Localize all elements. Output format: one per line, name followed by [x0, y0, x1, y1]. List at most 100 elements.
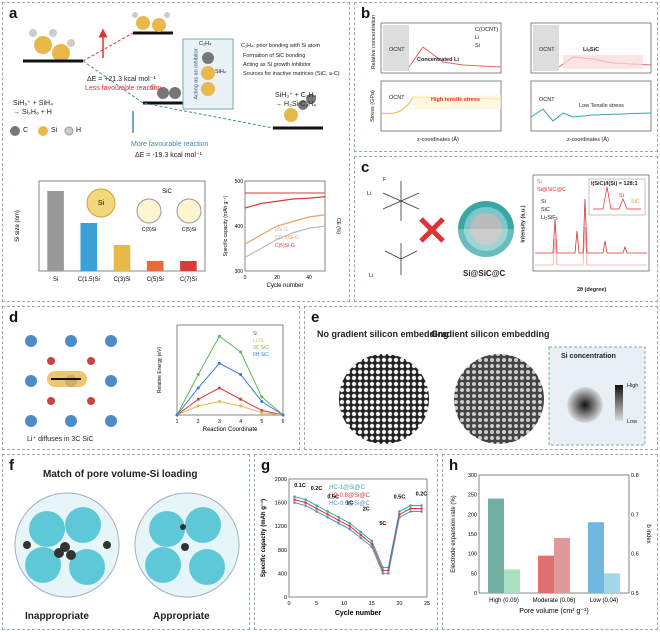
molecule-sih4-icon — [23, 29, 83, 63]
a-product-si2h6: → Si₂H₆ + H — [13, 109, 52, 116]
g-ytick-3: 1200 — [275, 524, 287, 530]
g-legend-2: HC-0.6@Si@C — [329, 501, 371, 507]
legend-c-icon — [10, 126, 20, 136]
a-cycle-ytick-1: 400 — [235, 224, 244, 230]
a-cycle-xtick-2: 20 — [274, 275, 280, 281]
g-rate-1: 0.2C — [311, 486, 323, 492]
a-cycle-frame — [244, 180, 326, 272]
a-bar-tick-2: C(3)Si — [113, 277, 130, 283]
b-left-ocnt-2: OCNT — [389, 95, 405, 101]
h-xtick-2: Low (0.04) — [590, 598, 618, 604]
panel-c-label: c — [361, 159, 370, 176]
g-point-0-4 — [337, 516, 340, 519]
g-ytick-0: 0 — [284, 595, 287, 601]
g-rate-chart: HC-1@Si@C HC-0.8@Si@C HC-0.6@Si@C 0.1C 0.2C 0… — [260, 477, 430, 617]
a-cycle-legend-0: pSi-G — [275, 227, 288, 233]
g-ytick-4: 1600 — [275, 501, 287, 507]
d-legend-1: LiₓSiᵧ — [253, 338, 265, 344]
f-left-label: Inappropriate — [25, 611, 89, 622]
d-series-2 — [176, 335, 284, 416]
a-energy-down: ΔE = -19.3 kcal mol⁻¹ — [135, 152, 202, 159]
panel-g: g HC-1@Si@C HC-0.8@Si@C HC-0.6@Si@C 0.1C 0.2… — [254, 454, 438, 630]
b-xlabel-right: z-coordinates (Å) — [567, 137, 609, 143]
g-point-0-3 — [326, 510, 329, 513]
a-bar-tick-0: Si — [53, 277, 58, 283]
b-left-plot — [380, 22, 502, 132]
b-left-note: Concentrated Li — [417, 57, 459, 63]
g-point-2-1 — [304, 504, 307, 507]
a-bar-1 — [80, 223, 98, 271]
g-xtick-4: 20 — [396, 601, 402, 607]
d-xtick-4: 5 — [260, 419, 263, 425]
a-bar-c3-text: C(3)Si — [142, 227, 156, 233]
h-bar-expansion-0 — [488, 498, 504, 593]
panel-h: h High (0.09) Moderate (0.06) Low (0.04) 0 5… — [442, 454, 658, 630]
a-bullet-3: Sources for inactive matrices (SiC, a-C) — [243, 71, 340, 77]
b-ylabel-bottom: Stress (GPa) — [369, 90, 376, 122]
h-ytick-4: 200 — [468, 512, 477, 518]
g-ytick-1: 400 — [278, 571, 287, 577]
g-point-2-3 — [326, 516, 329, 519]
a-cycle-legend-1: C(1.5)Si-G — [275, 235, 299, 241]
a-cycle-legend-2: C(5)Si-G — [275, 243, 295, 249]
g-frame — [288, 478, 428, 598]
g-point-1-1 — [304, 501, 307, 504]
h-y2tick-0: 0.5 — [631, 591, 639, 597]
h-y2tick-1: 0.6 — [631, 552, 639, 558]
d-xtick-2: 3 — [218, 419, 221, 425]
a-bar-tick-1: C(1.5)Si — [78, 277, 100, 283]
b-right-plot — [530, 22, 652, 132]
d-legend-3: 6H SiC — [253, 352, 269, 358]
h-bar-bindex-1 — [554, 537, 570, 593]
a-bar-c5-text: C(5)Si — [182, 227, 196, 233]
g-rate-3: 1C — [346, 501, 353, 507]
h-bar-chart: High (0.09) Moderate (0.06) Low (0.04) 0 50 1… — [451, 473, 651, 615]
b-legend-si: Si — [475, 43, 480, 49]
a-cycle-xtick-4: 40 — [306, 275, 312, 281]
d-crystal-structure — [25, 335, 117, 427]
a-bar-tick-3: C(5)Si — [147, 277, 164, 283]
e-inset-title: Si concentration — [561, 353, 616, 360]
panel-h-label: h — [449, 457, 459, 474]
g-point-2-2 — [315, 510, 318, 513]
a-legend-h: H — [76, 127, 82, 134]
g-legend-0: HC-1@Si@C — [329, 485, 366, 491]
si-sic-c-particle-icon — [458, 201, 514, 257]
c-legend-sisicc: Si@SiC@C — [537, 187, 566, 193]
a-bar-si-circle — [86, 188, 116, 218]
g-xtick-0: 0 — [287, 601, 290, 607]
c-xrd-chart — [532, 174, 650, 272]
c-f-label: F — [383, 177, 387, 183]
a-cycle-xtick-0: 0 — [244, 275, 247, 281]
f-inappropriate-particle — [14, 492, 120, 598]
panel-b: b Relative concentration Stress (GPa) z-… — [354, 2, 658, 152]
a-bullet-1: Formation of SiC bonding — [243, 53, 306, 59]
panel-e: e No gradient silicon embedding Gradient… — [304, 306, 658, 450]
panel-d-label: d — [9, 309, 19, 326]
d-caption: Li⁺ diffuses in 3C SiC — [27, 436, 94, 443]
e-low: Low — [627, 419, 638, 425]
g-rate-4: 2C — [363, 506, 370, 512]
a-bar-0 — [47, 191, 64, 271]
d-point-3-0 — [175, 413, 179, 417]
b-legend-li: Li — [475, 35, 480, 41]
g-xtick-1: 5 — [315, 601, 318, 607]
a-inhibitor-box: Acting as an inhibitor — [193, 48, 200, 100]
g-rate-5: 5C — [379, 521, 386, 527]
panel-a: a — [2, 2, 350, 302]
g-point-0-2 — [315, 504, 318, 507]
g-ylabel: Specific capacity (mAh g⁻¹) — [260, 499, 267, 577]
c-xrd-xlabel: 2θ (degree) — [577, 287, 607, 293]
e-right-title: Gradient silicon embedding — [431, 329, 550, 339]
panel-c: c Li Li F Si@SiC@C 2θ (degree) Intensity… — [354, 156, 658, 302]
h-xtick-1: Moderate (0.06) — [533, 598, 576, 604]
no-reaction-cross-icon — [419, 217, 445, 243]
b-left-ocnt: OCNT — [389, 47, 405, 53]
a-bar-chart: Si C(1.5)Si C(3)Si C(5)Si C(7)Si Si size (nm)… — [15, 180, 206, 283]
a-cycle-series-0 — [244, 225, 326, 259]
a-cycle-xlabel: Cycle number — [266, 283, 303, 289]
a-bar-2 — [113, 245, 131, 271]
d-point-1-4 — [260, 411, 264, 415]
g-point-0-0 — [293, 495, 296, 498]
c-li-top: Li — [367, 191, 372, 197]
